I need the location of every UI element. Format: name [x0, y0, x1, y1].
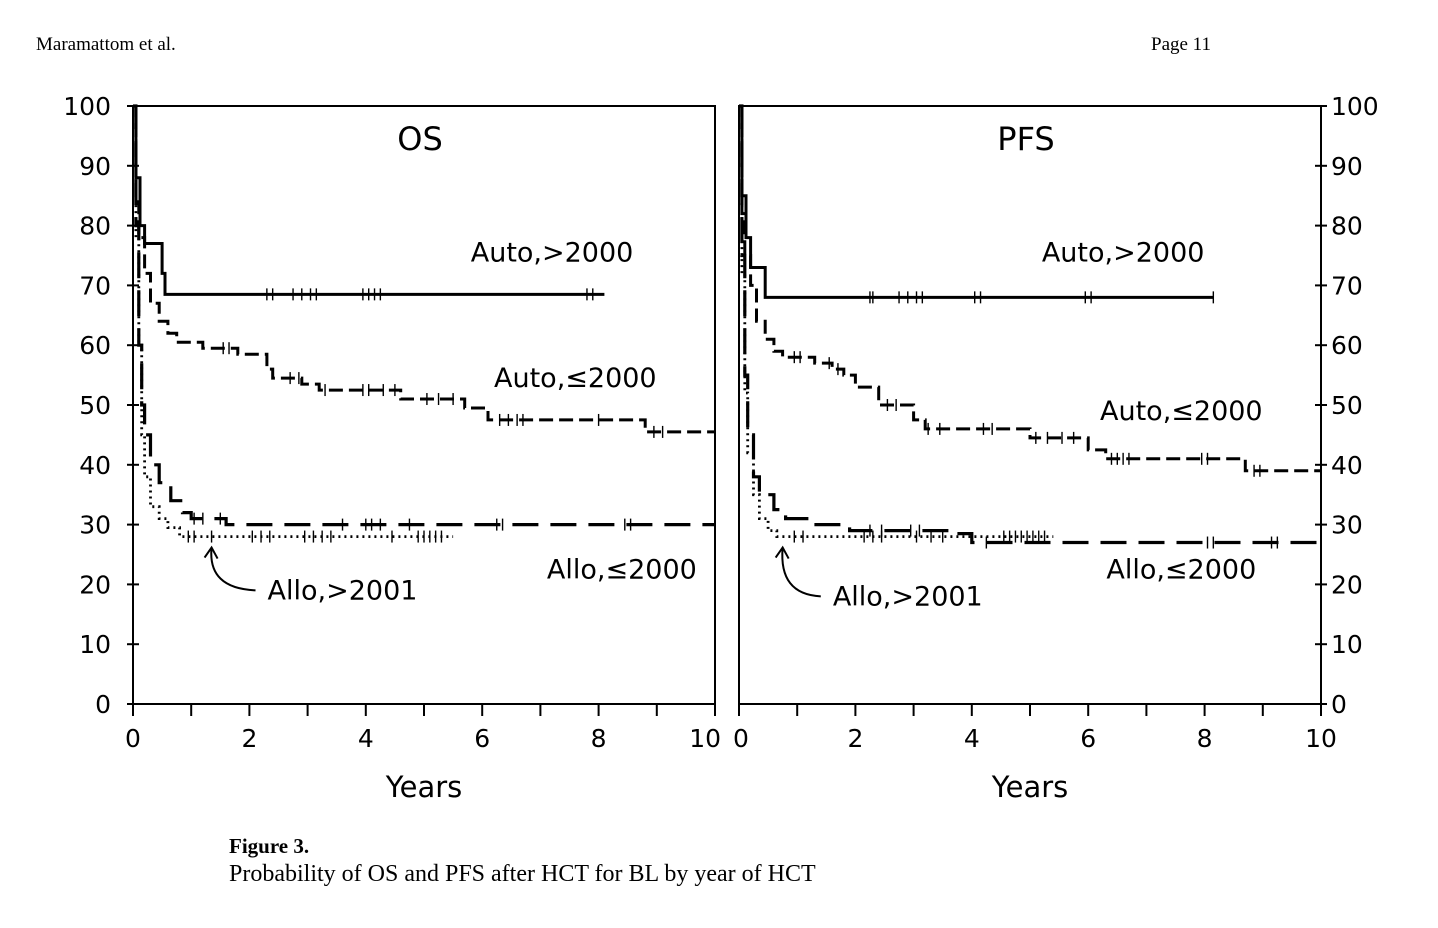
x-tick-label: 2	[847, 724, 863, 753]
series-label: Allo,>2001	[833, 581, 983, 612]
series-line	[739, 104, 1054, 538]
y-tick-label: 0	[1331, 690, 1347, 719]
y-tick-label: 60	[1331, 331, 1363, 360]
y-tick-label: 30	[1331, 511, 1363, 540]
pfs-panel: 0 10 20 30 40 50 60 70 80 90 100 0 2 4 6 8 10 Years PFS Aut…	[733, 92, 1379, 804]
panel-title: PFS	[997, 120, 1054, 158]
x-axis-label: Years	[385, 770, 463, 804]
y-tick-label: 20	[79, 570, 111, 599]
x-tick-label: 6	[1080, 724, 1096, 753]
y-tick-label: 70	[79, 271, 111, 300]
series-line	[133, 104, 715, 527]
annotation-arrowhead	[774, 545, 790, 560]
x-tick-label: 2	[241, 724, 257, 753]
y-tick-label: 90	[79, 152, 111, 181]
series-line	[739, 104, 1214, 299]
series-label: Allo,≤2000	[547, 554, 697, 585]
y-tick-label: 40	[1331, 451, 1363, 480]
y-tick-label: 80	[79, 212, 111, 241]
x-tick-label: 6	[474, 724, 490, 753]
os-panel: 0 10 20 30 40 50 60 70 80 90 100 0 2 4 6 8 10 Years OS Auto…	[63, 92, 721, 804]
y-tick-label: 30	[79, 511, 111, 540]
y-tick-label: 100	[1331, 92, 1379, 121]
x-tick-label: 0	[733, 724, 749, 753]
y-tick-label: 70	[1331, 271, 1363, 300]
y-tick-label: 10	[1331, 630, 1363, 659]
y-tick-label: 0	[95, 690, 111, 719]
plot-frame	[132, 105, 716, 705]
annotation-arrowhead	[203, 545, 219, 560]
figure-label: Figure 3.	[229, 834, 310, 858]
annotation-arrow	[210, 547, 256, 592]
series-label: Auto,>2000	[471, 237, 634, 268]
y-tick-label: 50	[1331, 391, 1363, 420]
x-tick-label: 8	[1197, 724, 1213, 753]
annotation-arrow	[781, 547, 821, 598]
y-tick-label: 90	[1331, 152, 1363, 181]
x-tick-label: 0	[125, 724, 141, 753]
y-tick-label: 20	[1331, 570, 1363, 599]
x-tick-label: 10	[689, 724, 721, 753]
x-tick-label: 8	[591, 724, 607, 753]
series-label: Allo,≤2000	[1106, 554, 1256, 585]
series-line	[739, 104, 1321, 545]
series-label: Auto,≤2000	[1100, 396, 1263, 427]
x-axis-label: Years	[991, 770, 1069, 804]
series-label: Allo,>2001	[268, 575, 418, 606]
x-tick-label: 4	[964, 724, 980, 753]
running-header-author: Maramattom et al.	[36, 34, 176, 55]
series-label: Auto,≤2000	[494, 363, 657, 394]
x-tick-label: 10	[1305, 724, 1337, 753]
series-line	[133, 104, 454, 538]
y-tick-label: 40	[79, 451, 111, 480]
series-label: Auto,>2000	[1042, 237, 1205, 268]
y-tick-label: 80	[1331, 212, 1363, 241]
figure-caption: Probability of OS and PFS after HCT for …	[229, 861, 816, 887]
y-tick-label: 100	[63, 92, 111, 121]
panel-title: OS	[397, 120, 443, 158]
y-tick-label: 50	[79, 391, 111, 420]
running-header-page: Page 11	[1151, 34, 1211, 55]
x-tick-label: 4	[358, 724, 374, 753]
y-tick-label: 10	[79, 630, 111, 659]
y-tick-label: 60	[79, 331, 111, 360]
series-line	[133, 104, 715, 434]
